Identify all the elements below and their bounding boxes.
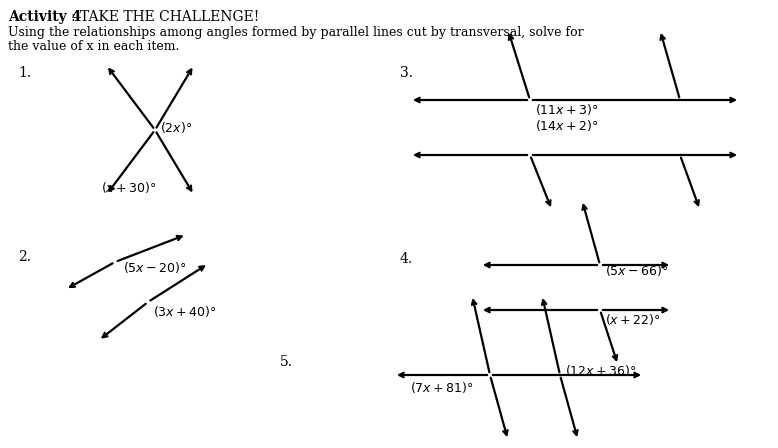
Text: $(3x + 40)°$: $(3x + 40)°$ xyxy=(153,304,216,319)
Text: Using the relationships among angles formed by parallel lines cut by transversal: Using the relationships among angles for… xyxy=(8,26,584,39)
Text: $(x + 22)°$: $(x + 22)°$ xyxy=(605,312,661,327)
Text: the value of x in each item.: the value of x in each item. xyxy=(8,40,180,53)
Text: Activity 4: Activity 4 xyxy=(8,10,82,24)
Text: $(x + 30)°$: $(x + 30)°$ xyxy=(101,180,157,195)
Text: $(5x - 66)°$: $(5x - 66)°$ xyxy=(605,263,668,278)
Text: 4.: 4. xyxy=(400,252,413,266)
Text: 2.: 2. xyxy=(18,250,31,264)
Text: 5.: 5. xyxy=(280,355,293,369)
Text: $(12x + 36)°$: $(12x + 36)°$ xyxy=(565,363,636,378)
Text: $(11x + 3)°$: $(11x + 3)°$ xyxy=(535,102,598,117)
Text: 3.: 3. xyxy=(400,66,413,80)
Text: $(7x + 81)°$: $(7x + 81)°$ xyxy=(410,380,474,395)
Text: $(2x)°$: $(2x)°$ xyxy=(160,120,192,135)
Text: $(5x - 20)°$: $(5x - 20)°$ xyxy=(123,260,187,275)
Text: : TAKE THE CHALLENGE!: : TAKE THE CHALLENGE! xyxy=(71,10,259,24)
Text: $(14x + 2)°$: $(14x + 2)°$ xyxy=(535,118,598,133)
Text: 1.: 1. xyxy=(18,66,31,80)
